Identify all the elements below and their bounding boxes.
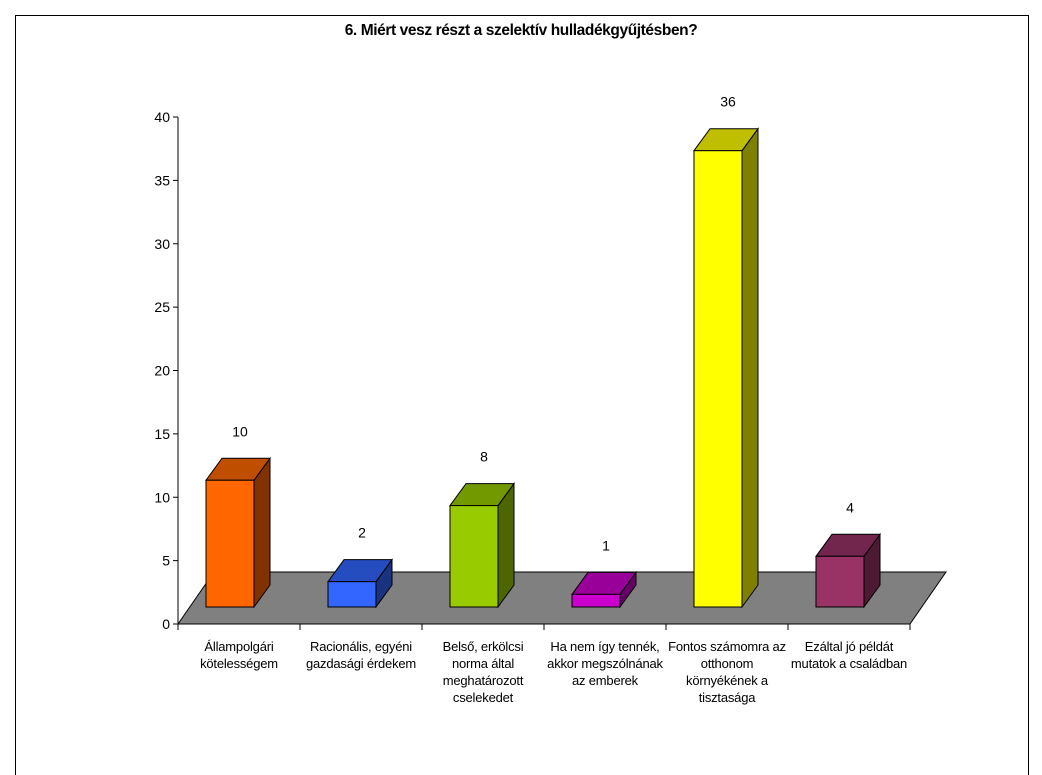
y-tick-label: 10 [154,489,170,505]
x-category-label: Ezáltal jó példát mutatok a családban [790,639,908,671]
x-category-label: Fontos számomra az otthonom környékének … [668,639,786,705]
x-category-label: Állampolgári kötelességem [200,639,278,671]
y-tick-label: 20 [154,363,170,379]
data-label: 10 [232,423,248,439]
y-tick-label: 30 [154,236,170,252]
data-label: 2 [358,525,366,541]
bar [693,150,743,608]
y-tick-label: 5 [162,553,170,569]
bar [815,555,865,608]
chart-frame [15,15,1029,775]
data-label: 8 [480,449,488,465]
x-category-label: Ha nem így tennék, akkor megszólnának az… [547,639,663,688]
data-label: 36 [720,94,736,110]
data-label: 1 [602,537,610,553]
bar-side [253,456,271,609]
y-tick-label: 15 [154,426,170,442]
data-label: 4 [846,499,854,515]
x-category-label: Belső, erkölcsi norma által meghatározot… [442,639,524,705]
x-category-label: Racionális, egyéni gazdasági érdekem [305,639,417,671]
y-tick-label: 0 [162,616,170,632]
bar [327,581,377,608]
y-tick-label: 40 [154,109,170,125]
chart-title: 6. Miért vesz részt a szelektív hulladék… [344,22,698,39]
bar [205,479,255,608]
bar [571,593,621,608]
y-tick-label: 35 [154,172,170,188]
bar [449,505,499,608]
bar-side [741,127,759,609]
y-tick-label: 25 [154,299,170,315]
